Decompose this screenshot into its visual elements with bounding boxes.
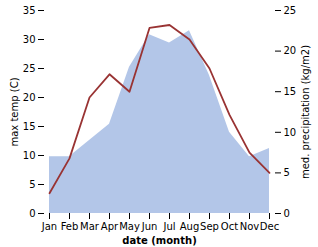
svg-text:Sep: Sep bbox=[200, 221, 219, 232]
svg-text:10: 10 bbox=[284, 127, 297, 138]
svg-text:date (month): date (month) bbox=[122, 235, 196, 246]
svg-text:5: 5 bbox=[29, 179, 35, 190]
svg-text:15: 15 bbox=[284, 86, 297, 97]
svg-text:10: 10 bbox=[23, 150, 36, 161]
svg-text:Jan: Jan bbox=[41, 221, 57, 232]
svg-text:25: 25 bbox=[23, 63, 36, 74]
svg-text:Jun: Jun bbox=[141, 221, 158, 232]
svg-text:5: 5 bbox=[284, 167, 290, 178]
svg-text:0: 0 bbox=[29, 208, 35, 219]
svg-text:max temp (C): max temp (C) bbox=[9, 77, 20, 146]
svg-text:Apr: Apr bbox=[101, 221, 119, 232]
svg-text:30: 30 bbox=[23, 34, 36, 45]
svg-text:35: 35 bbox=[23, 5, 36, 16]
svg-text:Aug: Aug bbox=[180, 221, 200, 232]
svg-text:0: 0 bbox=[284, 208, 290, 219]
svg-text:Dec: Dec bbox=[260, 221, 279, 232]
svg-text:Nov: Nov bbox=[240, 221, 260, 232]
svg-text:20: 20 bbox=[23, 92, 36, 103]
svg-text:Feb: Feb bbox=[61, 221, 79, 232]
svg-text:15: 15 bbox=[23, 121, 36, 132]
svg-text:med. precipitation (kg/m2): med. precipitation (kg/m2) bbox=[300, 45, 311, 179]
svg-text:Oct: Oct bbox=[221, 221, 238, 232]
svg-text:Jul: Jul bbox=[162, 221, 175, 232]
svg-text:Mar: Mar bbox=[80, 221, 100, 232]
svg-text:25: 25 bbox=[284, 5, 297, 16]
svg-text:20: 20 bbox=[284, 45, 297, 56]
svg-text:May: May bbox=[119, 221, 140, 232]
